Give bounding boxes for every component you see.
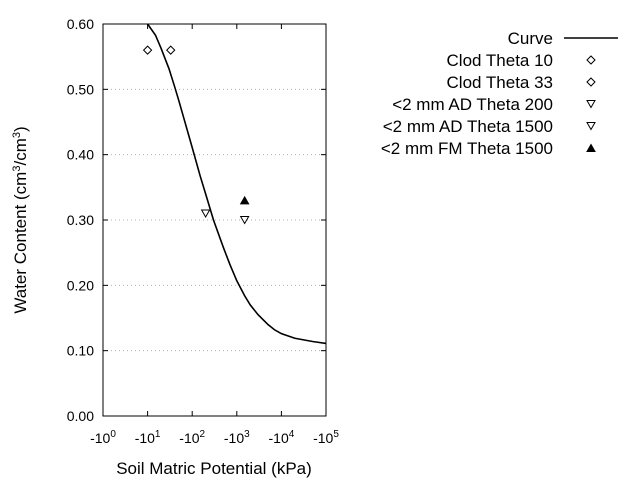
legend-label: <2 mm AD Theta 200 xyxy=(392,95,553,114)
data-point xyxy=(200,209,211,218)
grid-lines xyxy=(103,88,326,352)
x-tick-label: -105 xyxy=(313,429,339,446)
y-tick-label: 0.40 xyxy=(67,147,94,163)
legend-marker xyxy=(586,122,596,131)
y-tick-label: 0.00 xyxy=(67,408,94,424)
x-axis-label: Soil Matric Potential (kPa) xyxy=(116,459,312,478)
legend-marker xyxy=(586,55,596,65)
x-axis-ticks: -100 -101 -102 -103 -104 -105 xyxy=(90,24,339,446)
legend-label: Clod Theta 10 xyxy=(447,51,553,70)
x-tick-label: -100 xyxy=(90,429,116,446)
y-tick-label: 0.30 xyxy=(67,212,94,228)
data-point xyxy=(239,195,250,205)
legend: Curve Clod Theta 10 Clod Theta 33 <2 mm AD … xyxy=(381,29,618,158)
legend-label: <2 mm AD Theta 1500 xyxy=(383,117,553,136)
legend-label: <2 mm FM Theta 1500 xyxy=(381,139,553,158)
data-point xyxy=(142,45,153,55)
legend-label: Curve xyxy=(508,29,553,48)
x-tick-label: -103 xyxy=(224,429,250,446)
data-point xyxy=(166,45,176,55)
plot-frame xyxy=(102,23,327,417)
y-tick-label: 0.20 xyxy=(67,277,94,293)
legend-marker xyxy=(586,77,596,87)
x-tick-label: -102 xyxy=(179,429,205,446)
y-tick-label: 0.10 xyxy=(67,343,94,359)
y-axis-label: Water Content (cm3/cm3) xyxy=(11,126,30,313)
legend-marker xyxy=(586,100,596,109)
x-tick-label: -101 xyxy=(135,429,161,446)
retention-curve-line xyxy=(146,24,326,345)
data-point xyxy=(239,216,250,225)
x-tick-label: -104 xyxy=(269,429,295,446)
legend-label: Clod Theta 33 xyxy=(447,73,553,92)
data-points xyxy=(142,45,250,225)
legend-marker xyxy=(586,143,596,152)
y-tick-label: 0.60 xyxy=(67,16,94,32)
y-axis-ticks: 0.00 0.10 0.20 0.30 0.40 0.50 0.60 xyxy=(67,16,326,424)
y-tick-label: 0.50 xyxy=(67,81,94,97)
